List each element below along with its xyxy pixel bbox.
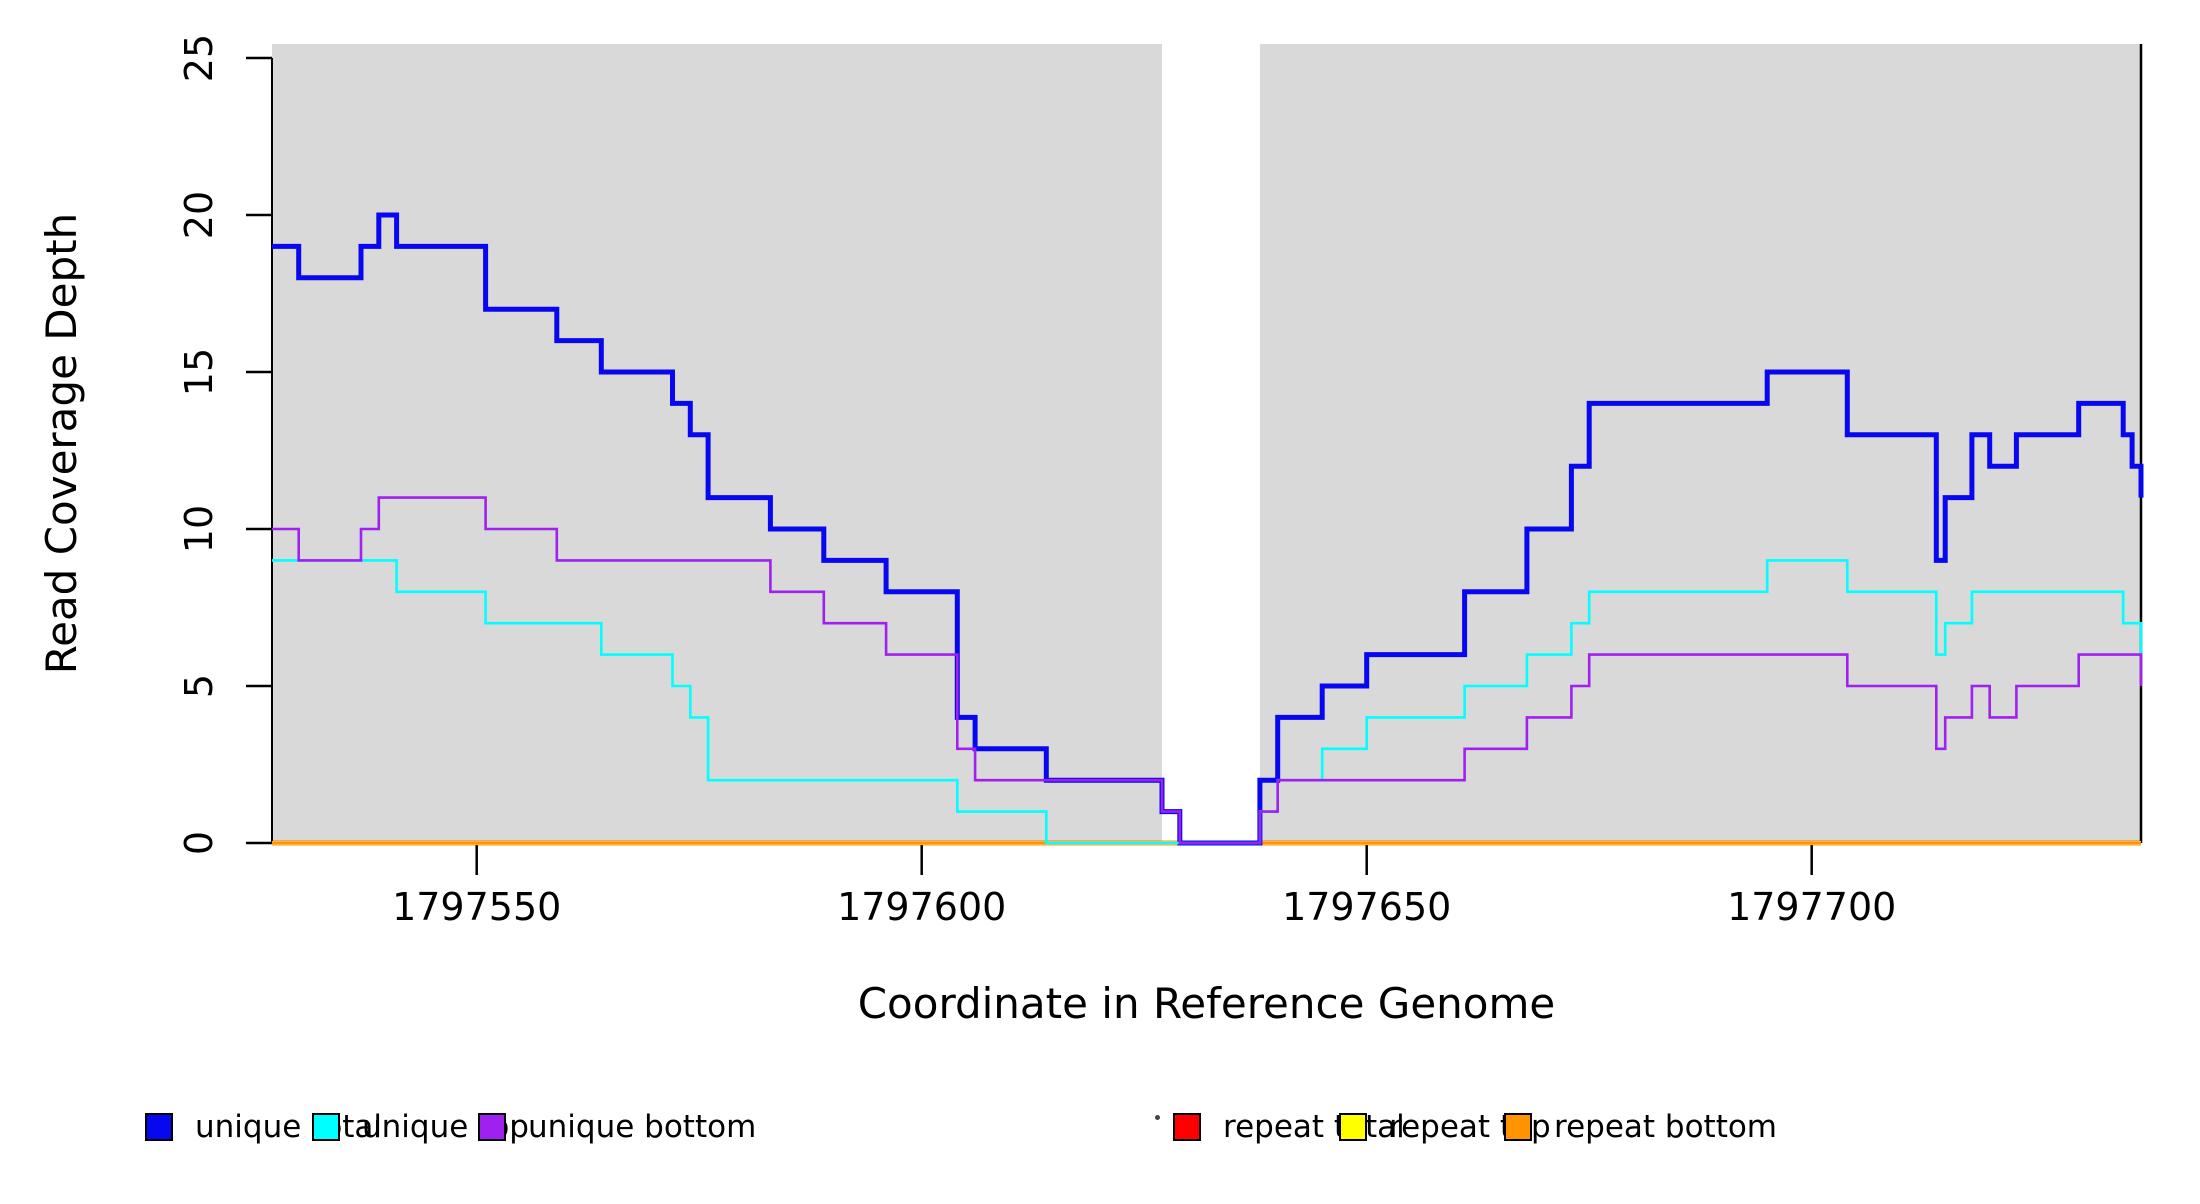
- x-axis-title: Coordinate in Reference Genome: [858, 979, 1556, 1028]
- y-axis-title: Read Coverage Depth: [37, 213, 86, 674]
- y-tick-label: 15: [177, 348, 221, 396]
- y-tick-label: 5: [177, 674, 221, 698]
- legend-label: repeat bottom: [1554, 1109, 1778, 1145]
- x-tick-label: 1797700: [1727, 885, 1896, 929]
- series-unique-bottom: [272, 496, 2143, 845]
- y-tick-label: 20: [177, 191, 221, 239]
- x-tick-label: 1797550: [392, 885, 561, 929]
- legend-swatch-repeat-top: [1339, 1113, 1367, 1141]
- legend-swatch-repeat-total: [1173, 1113, 1201, 1141]
- alignment-region: [1259, 44, 2141, 843]
- legend-swatch-repeat-bottom: [1504, 1113, 1532, 1141]
- legend-separator-dot: [1155, 1115, 1160, 1120]
- y-tick-label: 25: [177, 34, 221, 82]
- legend-swatch-unique-top: [312, 1113, 340, 1141]
- legend-label: repeat total: [1223, 1109, 1405, 1145]
- legend-label: unique bottom: [528, 1109, 757, 1145]
- legend-swatch-unique-bottom: [478, 1113, 506, 1141]
- x-tick-label: 1797650: [1282, 885, 1451, 929]
- legend-swatch-unique-total: [145, 1113, 173, 1141]
- legend-item-unique-total: unique total: [145, 1109, 383, 1145]
- legend-item-repeat-total: repeat total: [1173, 1109, 1405, 1145]
- y-tick-label: 0: [177, 831, 221, 855]
- legend-label: unique total: [195, 1109, 383, 1145]
- legend-item-repeat-bottom: repeat bottom: [1504, 1109, 1778, 1145]
- y-tick-label: 10: [177, 505, 221, 553]
- series-unique-top: [272, 559, 2143, 845]
- legend-item-unique-bottom: unique bottom: [478, 1109, 757, 1145]
- alignment-region: [272, 44, 1162, 843]
- x-tick-label: 1797600: [837, 885, 1006, 929]
